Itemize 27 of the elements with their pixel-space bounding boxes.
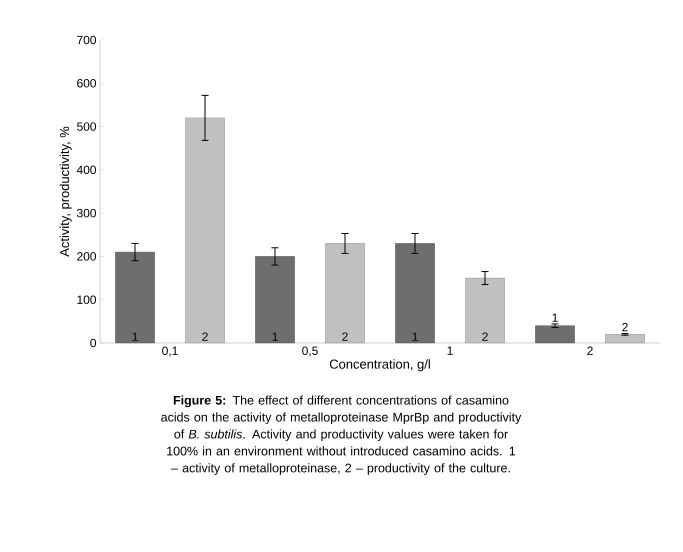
bar [115,252,155,344]
y-tick-label: 600 [77,79,96,88]
y-tick-label: 100 [77,295,96,304]
text: Figure 5: The effect of different concentrations of casamino acids on the activity of metalloproteinase MprBp and productivity of B. subtilis. Activity and productivity values were taken for 100% in an environment without introduced casamino acids. 1 – activity of metalloproteinase, 2 – productivity of the culture. [161,396,522,475]
x-tick-label: 0,1 [162,346,178,356]
y-tick-label: 500 [77,122,96,131]
y-axis-title: Activity, productivity, % [60,126,72,257]
text: 1 [272,332,278,341]
x-axis-title: Concentration, g/l [330,359,430,372]
series-label: 2 [202,332,208,341]
text: 2 [342,332,348,341]
y-tick-label: 0 [90,338,96,348]
bar [395,243,435,344]
x-tick-label: 1 [448,346,453,355]
y-tick-label: 200 [77,252,96,261]
y-tick-label: 400 [76,166,96,174]
text: 2 [622,322,628,332]
bar [255,256,295,344]
y-tick-label: 700 [77,36,96,44]
text: 2 [482,332,488,341]
x-tick-label: 2 [587,346,593,355]
x-tick-label: 0,5 [302,346,318,356]
y-tick-label: 300 [76,208,96,218]
text: 1 [412,332,418,341]
bar [535,325,575,344]
series-label: 1 [132,332,138,341]
text: 1 [552,314,558,322]
